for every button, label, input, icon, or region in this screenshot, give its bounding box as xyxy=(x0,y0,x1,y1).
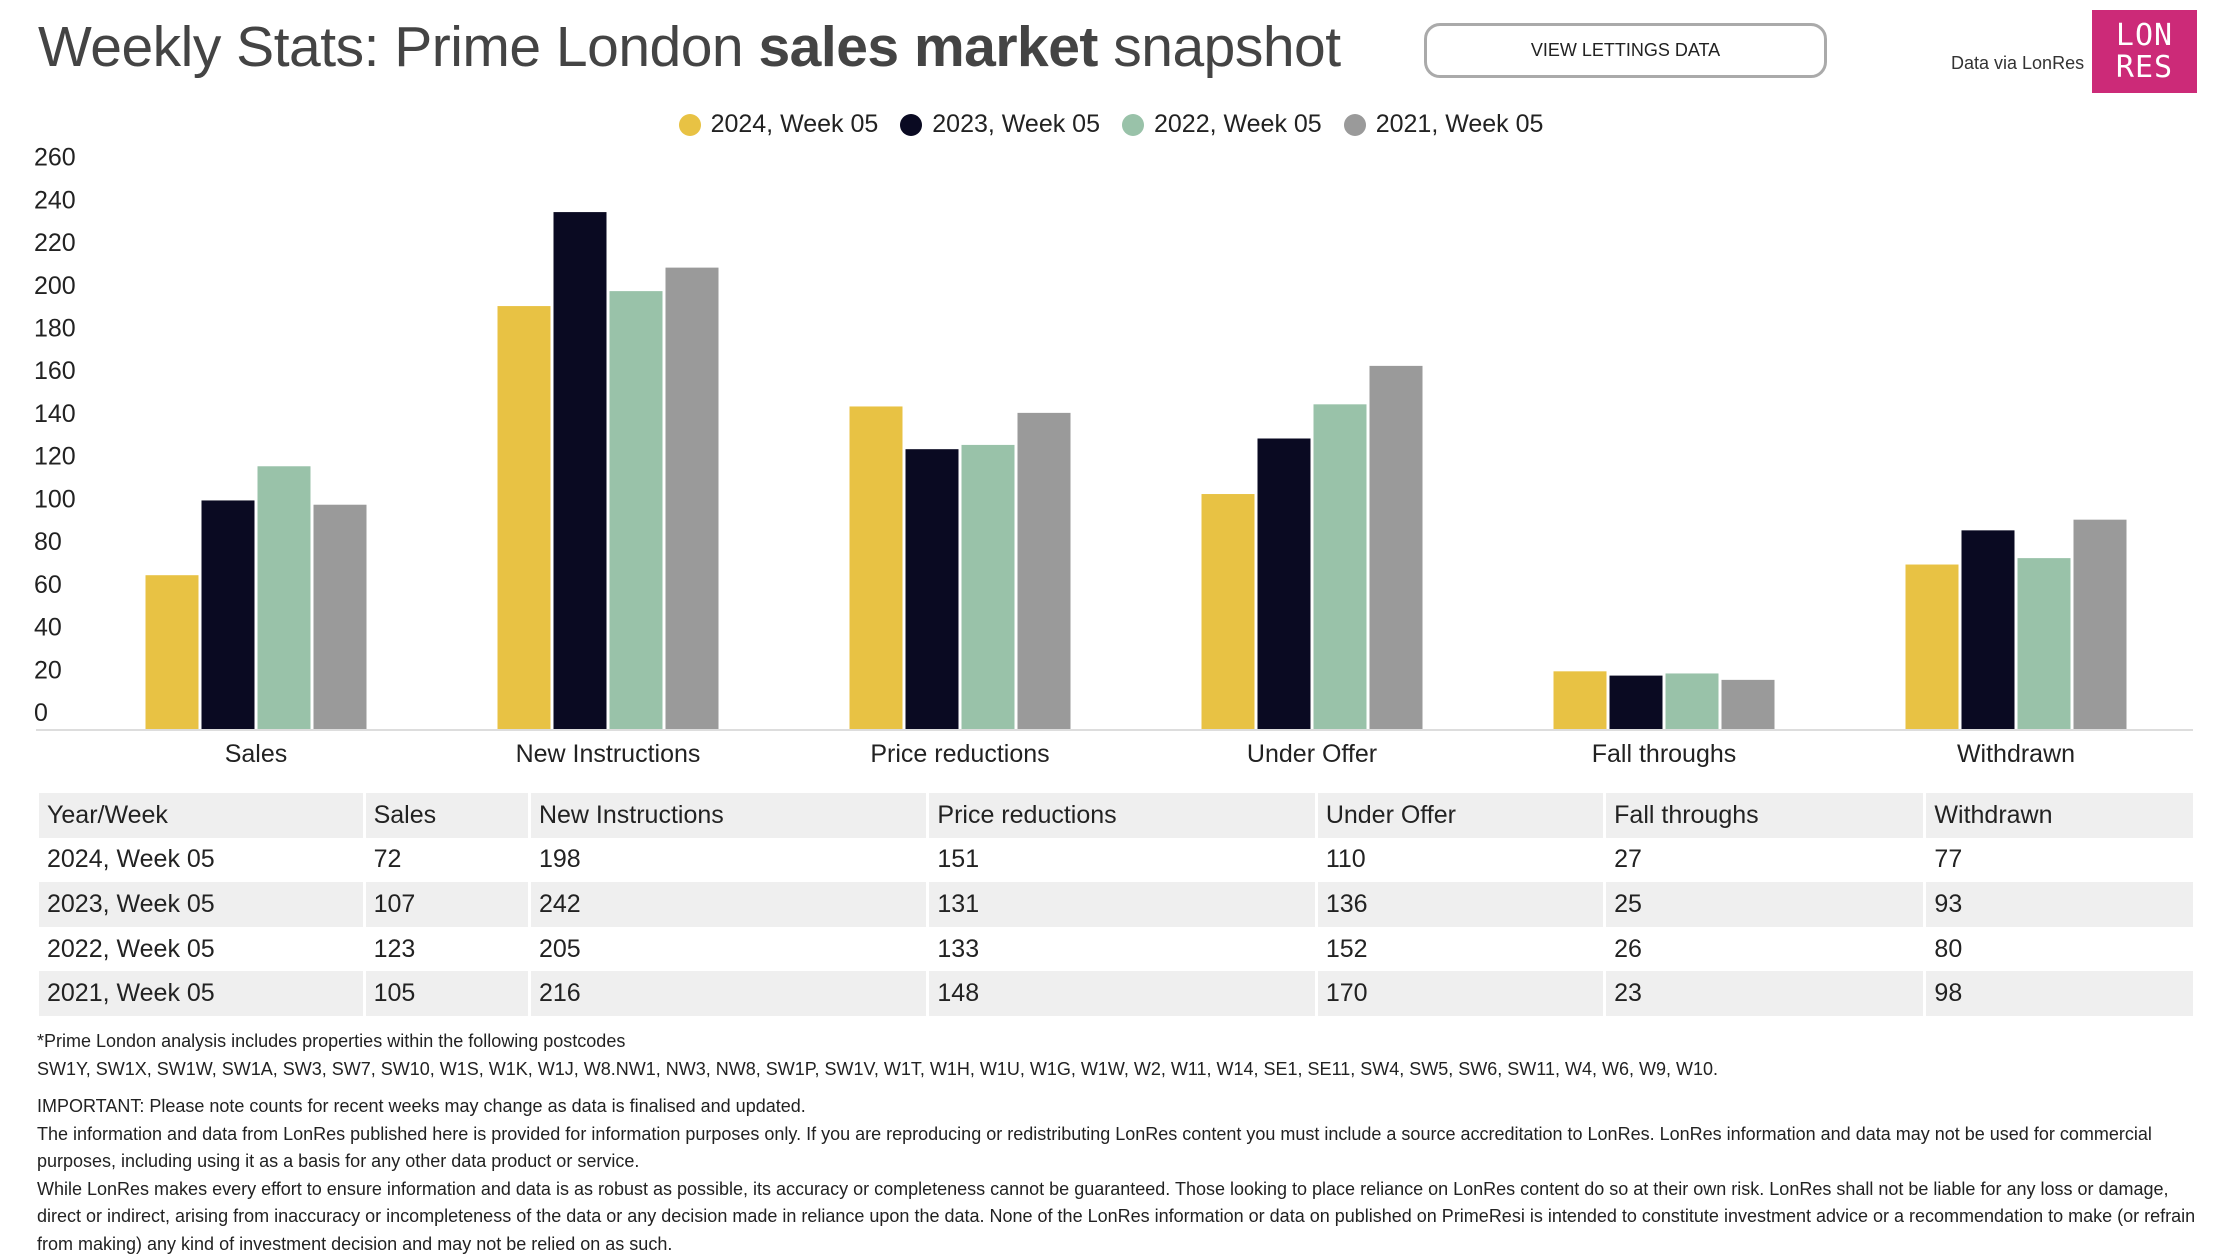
x-category-label: Sales xyxy=(225,740,288,768)
table-cell: 148 xyxy=(929,971,1314,1016)
table-cell: 107 xyxy=(366,882,528,927)
bar[interactable] xyxy=(1258,439,1311,729)
bar[interactable] xyxy=(202,500,255,729)
bar[interactable] xyxy=(1314,404,1367,729)
y-tick-label: 240 xyxy=(34,186,76,214)
bar[interactable] xyxy=(2018,558,2071,729)
table-cell: 77 xyxy=(1926,838,2193,883)
table-cell: 123 xyxy=(366,927,528,972)
table-cell: 27 xyxy=(1606,838,1923,883)
bar[interactable] xyxy=(1202,494,1255,729)
table-cell: 170 xyxy=(1318,971,1603,1016)
table-cell: 2022, Week 05 xyxy=(39,927,363,972)
y-tick-label: 180 xyxy=(34,315,76,343)
y-tick-label: 200 xyxy=(34,272,76,300)
table-cell: 242 xyxy=(531,882,926,927)
column-header: Withdrawn xyxy=(1926,793,2193,838)
x-category-label: New Instructions xyxy=(516,740,701,768)
column-header: Sales xyxy=(366,793,528,838)
column-header: New Instructions xyxy=(531,793,926,838)
table-cell: 72 xyxy=(366,838,528,883)
bar[interactable] xyxy=(1906,565,1959,729)
table-cell: 80 xyxy=(1926,927,2193,972)
y-tick-label: 160 xyxy=(34,357,76,385)
y-tick-label: 60 xyxy=(34,571,62,599)
x-category-label: Price reductions xyxy=(870,740,1049,768)
bar[interactable] xyxy=(1370,366,1423,729)
table-cell: 105 xyxy=(366,971,528,1016)
y-tick-label: 20 xyxy=(34,656,62,684)
y-tick-label: 40 xyxy=(34,614,62,642)
bar[interactable] xyxy=(1610,676,1663,729)
table-cell: 131 xyxy=(929,882,1314,927)
bar[interactable] xyxy=(1722,680,1775,729)
bar[interactable] xyxy=(258,466,311,729)
table-cell: 151 xyxy=(929,838,1314,883)
bar[interactable] xyxy=(2074,520,2127,729)
x-category-label: Fall throughs xyxy=(1592,740,1737,768)
table-cell: 136 xyxy=(1318,882,1603,927)
column-header: Year/Week xyxy=(39,793,363,838)
important-note: IMPORTANT: Please note counts for recent… xyxy=(37,1093,2197,1121)
table-cell: 205 xyxy=(531,927,926,972)
bar[interactable] xyxy=(1962,530,2015,729)
bar[interactable] xyxy=(962,445,1015,729)
table-cell: 2023, Week 05 xyxy=(39,882,363,927)
bar[interactable] xyxy=(146,575,199,729)
column-header: Price reductions xyxy=(929,793,1314,838)
bar[interactable] xyxy=(610,291,663,729)
postcode-note: *Prime London analysis includes properti… xyxy=(37,1028,2197,1056)
bar[interactable] xyxy=(554,212,607,729)
footnotes: *Prime London analysis includes properti… xyxy=(37,1028,2197,1258)
table-cell: 93 xyxy=(1926,882,2193,927)
table-cell: 133 xyxy=(929,927,1314,972)
table-cell: 23 xyxy=(1606,971,1923,1016)
y-tick-label: 100 xyxy=(34,485,76,513)
bar[interactable] xyxy=(1018,413,1071,729)
table-cell: 216 xyxy=(531,971,926,1016)
table-cell: 110 xyxy=(1318,838,1603,883)
y-tick-label: 80 xyxy=(34,528,62,556)
y-tick-label: 0 xyxy=(34,699,48,727)
bar-chart: 0 20 40 60 80 100 120 140 160 180 200 220 240 260 Sale… xyxy=(0,0,2222,790)
bar[interactable] xyxy=(906,449,959,729)
table-cell: 26 xyxy=(1606,927,1923,972)
bar[interactable] xyxy=(850,406,903,729)
postcode-list: SW1Y, SW1X, SW1W, SW1A, SW3, SW7, SW10, … xyxy=(37,1056,2197,1084)
table-cell: 2021, Week 05 xyxy=(39,971,363,1016)
x-category-label: Withdrawn xyxy=(1957,740,2075,768)
bar[interactable] xyxy=(1554,671,1607,729)
disclaimer-liability: While LonRes makes every effort to ensur… xyxy=(37,1176,2197,1258)
y-tick-label: 120 xyxy=(34,443,76,471)
bar[interactable] xyxy=(666,268,719,729)
table-cell: 2024, Week 05 xyxy=(39,838,363,883)
y-tick-label: 260 xyxy=(34,144,76,172)
table-cell: 198 xyxy=(531,838,926,883)
bar[interactable] xyxy=(498,306,551,729)
x-category-label: Under Offer xyxy=(1247,740,1377,768)
column-header: Fall throughs xyxy=(1606,793,1923,838)
bar[interactable] xyxy=(314,505,367,729)
y-tick-label: 220 xyxy=(34,229,76,257)
bar[interactable] xyxy=(1666,673,1719,729)
y-tick-label: 140 xyxy=(34,400,76,428)
table-cell: 25 xyxy=(1606,882,1923,927)
table-cell: 152 xyxy=(1318,927,1603,972)
disclaimer-usage: The information and data from LonRes pub… xyxy=(37,1121,2197,1176)
table-cell: 98 xyxy=(1926,971,2193,1016)
column-header: Under Offer xyxy=(1318,793,1603,838)
